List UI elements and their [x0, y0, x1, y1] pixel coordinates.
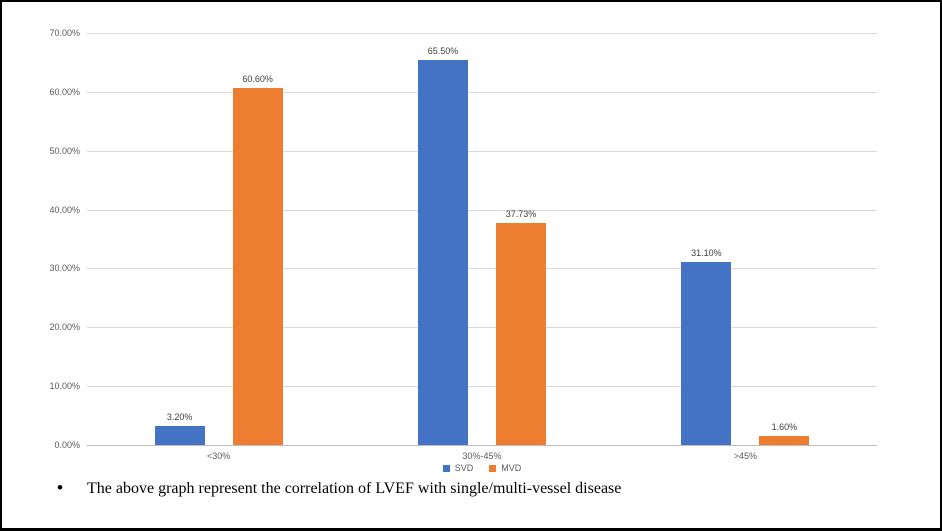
- y-tick-label: 50.00%: [49, 145, 80, 156]
- bar-mvd: [759, 435, 810, 445]
- legend-item-mvd: MVD: [489, 463, 521, 473]
- bar-value-label: 65.50%: [427, 45, 459, 56]
- bar-value-label: 37.73%: [505, 208, 537, 219]
- gridline: [87, 327, 877, 329]
- bar-svd: [154, 426, 205, 445]
- x-tick-label: >45%: [733, 451, 757, 461]
- y-tick-label: 0.00%: [54, 440, 80, 450]
- plot-area: 0.00% 10.00% 20.00% 30.00% 40.00% 50.00% 60.00…: [49, 28, 877, 461]
- bullet-marker: •: [57, 478, 63, 497]
- y-tick-label: 70.00%: [49, 28, 80, 38]
- y-tick-label: 30.00%: [49, 263, 80, 274]
- gridline: [87, 150, 877, 152]
- x-tick-label: <30%: [207, 451, 231, 461]
- y-tick-label: 20.00%: [49, 322, 80, 333]
- bar-value-label: 3.20%: [166, 412, 193, 423]
- bar-svd: [681, 261, 732, 445]
- bar-value-label: 31.10%: [691, 247, 722, 258]
- y-tick-label: 60.00%: [49, 86, 80, 97]
- x-tick-label: 30%-45%: [462, 451, 502, 461]
- legend-label-svd: SVD: [454, 463, 474, 473]
- gridline: [87, 268, 877, 270]
- gridline: [87, 386, 877, 388]
- caption-text: The above graph represent the correlatio…: [87, 480, 622, 497]
- legend-label-mvd: MVD: [501, 463, 522, 473]
- legend-item-svd: SVD: [442, 463, 474, 473]
- chart-legend: SVD MVD: [87, 463, 877, 473]
- gridline: [87, 33, 877, 34]
- bar-svd: [418, 59, 468, 445]
- bar-mvd: [232, 88, 283, 445]
- bar-value-label: 1.60%: [771, 421, 798, 432]
- gridline: [87, 209, 877, 211]
- gridline: [87, 91, 877, 93]
- caption: • The above graph represent the correlat…: [57, 478, 917, 498]
- y-tick-label: 40.00%: [49, 204, 80, 215]
- bar-value-label: 60.60%: [242, 74, 273, 85]
- bar-mvd: [496, 222, 546, 445]
- y-tick-label: 10.00%: [49, 381, 80, 392]
- x-axis-line: [87, 445, 877, 446]
- legend-swatch-mvd: [489, 464, 497, 472]
- legend-swatch-svd: [442, 464, 450, 472]
